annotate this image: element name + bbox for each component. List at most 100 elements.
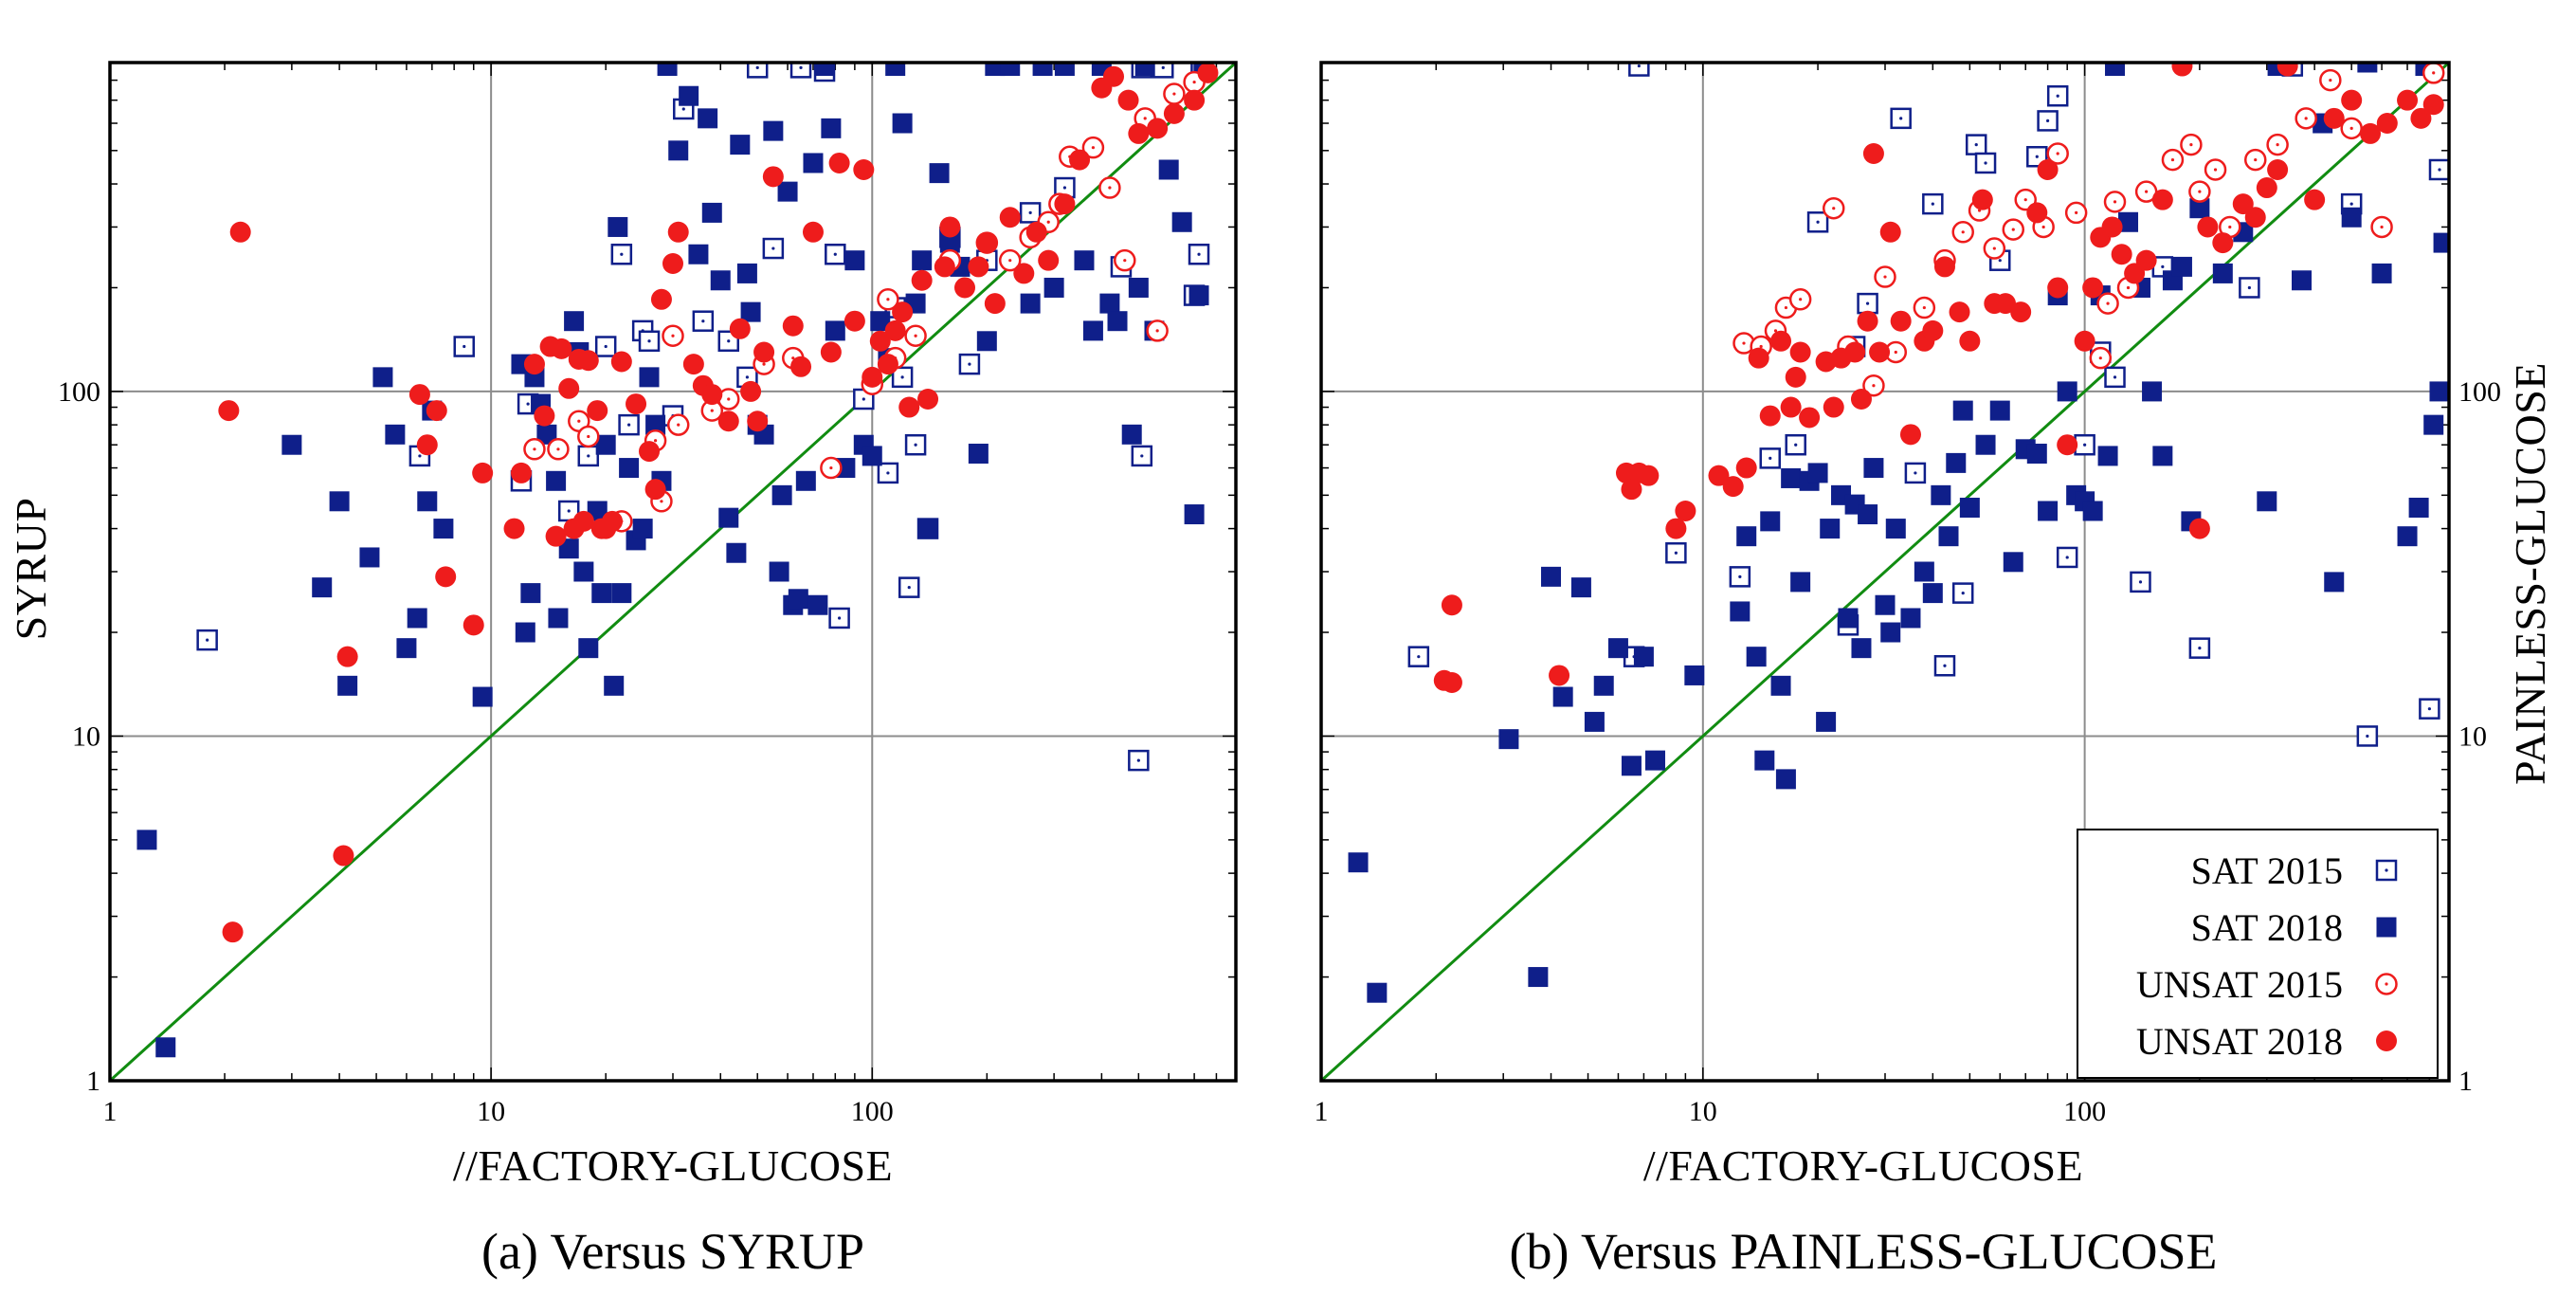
point-b-s2-31-dot xyxy=(2276,143,2279,147)
point-a-s1-80 xyxy=(968,444,989,465)
point-b-s2-21-dot xyxy=(2106,301,2110,305)
point-a-s3-47 xyxy=(828,152,850,173)
point-a-s0-9-dot xyxy=(626,423,631,427)
panel-b-painless-glucose: 1 10 100 1 10 100 //FACTORY-GLUCOSE PAINLESS-… xyxy=(1315,61,2554,1280)
point-b-s3-59 xyxy=(2267,158,2289,180)
legend-label-2: UNSAT 2015 xyxy=(2136,963,2343,1006)
point-a-s0-19-dot xyxy=(799,65,803,69)
point-a-s3-2 xyxy=(229,221,251,243)
point-a-s3-54 xyxy=(892,301,914,323)
point-a-s2-7-dot xyxy=(671,334,675,337)
point-b-s3-27 xyxy=(1869,341,1891,363)
point-a-s1-98 xyxy=(1171,211,1192,232)
point-b-s2-29-dot xyxy=(2228,225,2232,229)
point-b-s2-3-dot xyxy=(1784,305,1788,310)
point-b-s0-32-dot xyxy=(2366,734,2369,739)
point-a-s3-26 xyxy=(602,510,624,532)
point-b-s1-26 xyxy=(1820,519,1841,539)
point-a-s3-23 xyxy=(587,400,608,422)
point-b-s3-7 xyxy=(1638,465,1660,486)
point-b-s3-29 xyxy=(1890,310,1912,332)
point-a-s1-13 xyxy=(433,519,454,539)
plot-area-b: 1 10 100 1 10 100 xyxy=(1315,61,2501,1127)
point-a-s3-33 xyxy=(667,221,689,243)
point-b-s1-1 xyxy=(1367,982,1388,1003)
point-a-s1-22 xyxy=(548,608,569,629)
point-a-s0-37-dot xyxy=(1140,454,1144,458)
y-tick-label-a-0: 1 xyxy=(86,1066,100,1097)
point-b-s3-30 xyxy=(1899,424,1921,446)
plot-frame-b xyxy=(1319,61,2451,1083)
point-a-s2-6-dot xyxy=(660,500,663,503)
point-b-s3-61 xyxy=(2304,189,2326,210)
point-b-s1-12 xyxy=(1644,750,1665,771)
point-b-s0-14-dot xyxy=(1943,664,1947,667)
point-a-s3-63 xyxy=(984,293,1006,315)
x-tick-label-b-0: 1 xyxy=(1315,1096,1329,1127)
point-a-s2-26-dot xyxy=(1108,186,1112,190)
point-b-s1-38 xyxy=(1922,583,1943,604)
point-b-s3-65 xyxy=(2376,113,2398,135)
point-b-s3-36 xyxy=(1971,189,1993,210)
point-b-s1-51 xyxy=(2057,381,2077,402)
point-b-s0-19-dot xyxy=(2035,155,2039,158)
point-b-s3-63 xyxy=(2341,89,2363,111)
point-b-s1-43 xyxy=(1959,498,1980,519)
point-a-s0-11-dot xyxy=(647,339,651,343)
point-b-s3-38 xyxy=(1994,293,2016,315)
point-b-s1-48 xyxy=(2026,444,2047,465)
point-b-s3-17 xyxy=(1785,366,1806,388)
point-b-s0-10-dot xyxy=(1865,301,1870,305)
point-a-s0-23-dot xyxy=(862,397,865,401)
panel-a-x-axis-label: //FACTORY-GLUCOSE xyxy=(453,1141,893,1190)
point-a-s3-67 xyxy=(1038,249,1060,271)
point-b-s3-15 xyxy=(1770,330,1792,352)
x-tick-label-b-2: 100 xyxy=(2063,1096,2106,1127)
point-a-s0-5-dot xyxy=(567,509,571,513)
point-b-s3-28 xyxy=(1879,221,1901,243)
point-a-s0-41-dot xyxy=(1197,252,1201,256)
point-b-s1-8 xyxy=(1593,675,1614,696)
point-a-s0-19 xyxy=(789,63,812,79)
point-a-s3-9 xyxy=(463,614,484,636)
point-b-s2-28-dot xyxy=(2213,168,2218,172)
point-b-s2-27-dot xyxy=(2198,190,2202,193)
y-tick-label-b-1: 10 xyxy=(2458,720,2487,752)
point-b-s1-33 xyxy=(1875,594,1896,615)
point-a-s1-50 xyxy=(736,263,757,283)
point-b-s2-18-dot xyxy=(2056,152,2059,155)
points-a xyxy=(136,63,1219,1058)
point-b-s2-34-dot xyxy=(2349,126,2353,130)
point-a-s0-15-dot xyxy=(727,339,731,343)
point-a-s1-40 xyxy=(657,63,678,77)
point-b-s2-10-dot xyxy=(1922,305,1926,310)
point-b-s1-25 xyxy=(1816,711,1837,732)
point-b-s2-5-dot xyxy=(1832,207,1836,210)
point-a-s0-26-dot xyxy=(900,375,904,379)
point-a-s3-28 xyxy=(626,393,647,415)
point-a-s1-63 xyxy=(814,63,835,77)
point-b-s3-57 xyxy=(2244,207,2266,228)
point-a-s3-60 xyxy=(954,277,976,299)
point-a-s3-17 xyxy=(551,337,572,359)
point-a-s3-1 xyxy=(218,400,240,422)
point-a-s1-99 xyxy=(1184,504,1205,525)
point-b-s3-52 xyxy=(2171,63,2193,77)
point-a-s2-3-dot xyxy=(587,434,590,439)
point-b-s2-19-dot xyxy=(2075,210,2078,215)
point-a-s3-30 xyxy=(644,479,666,501)
plot-frame-a xyxy=(108,61,1238,1083)
point-a-s0-24-dot xyxy=(886,471,890,475)
point-a-s3-43 xyxy=(782,315,804,337)
point-a-s3-48 xyxy=(844,310,865,332)
point-a-s3-51 xyxy=(869,330,891,352)
point-b-s3-58 xyxy=(2256,177,2277,199)
point-a-s1-84 xyxy=(1020,293,1041,314)
point-a-s3-21 xyxy=(572,510,594,532)
point-a-s3-72 xyxy=(1117,89,1139,111)
point-a-s3-44 xyxy=(790,356,812,377)
point-a-s1-0 xyxy=(136,830,157,850)
point-b-s3-8 xyxy=(1665,518,1687,539)
point-b-s0-13-dot xyxy=(1931,202,1934,206)
point-b-s1-61 xyxy=(2152,446,2173,466)
